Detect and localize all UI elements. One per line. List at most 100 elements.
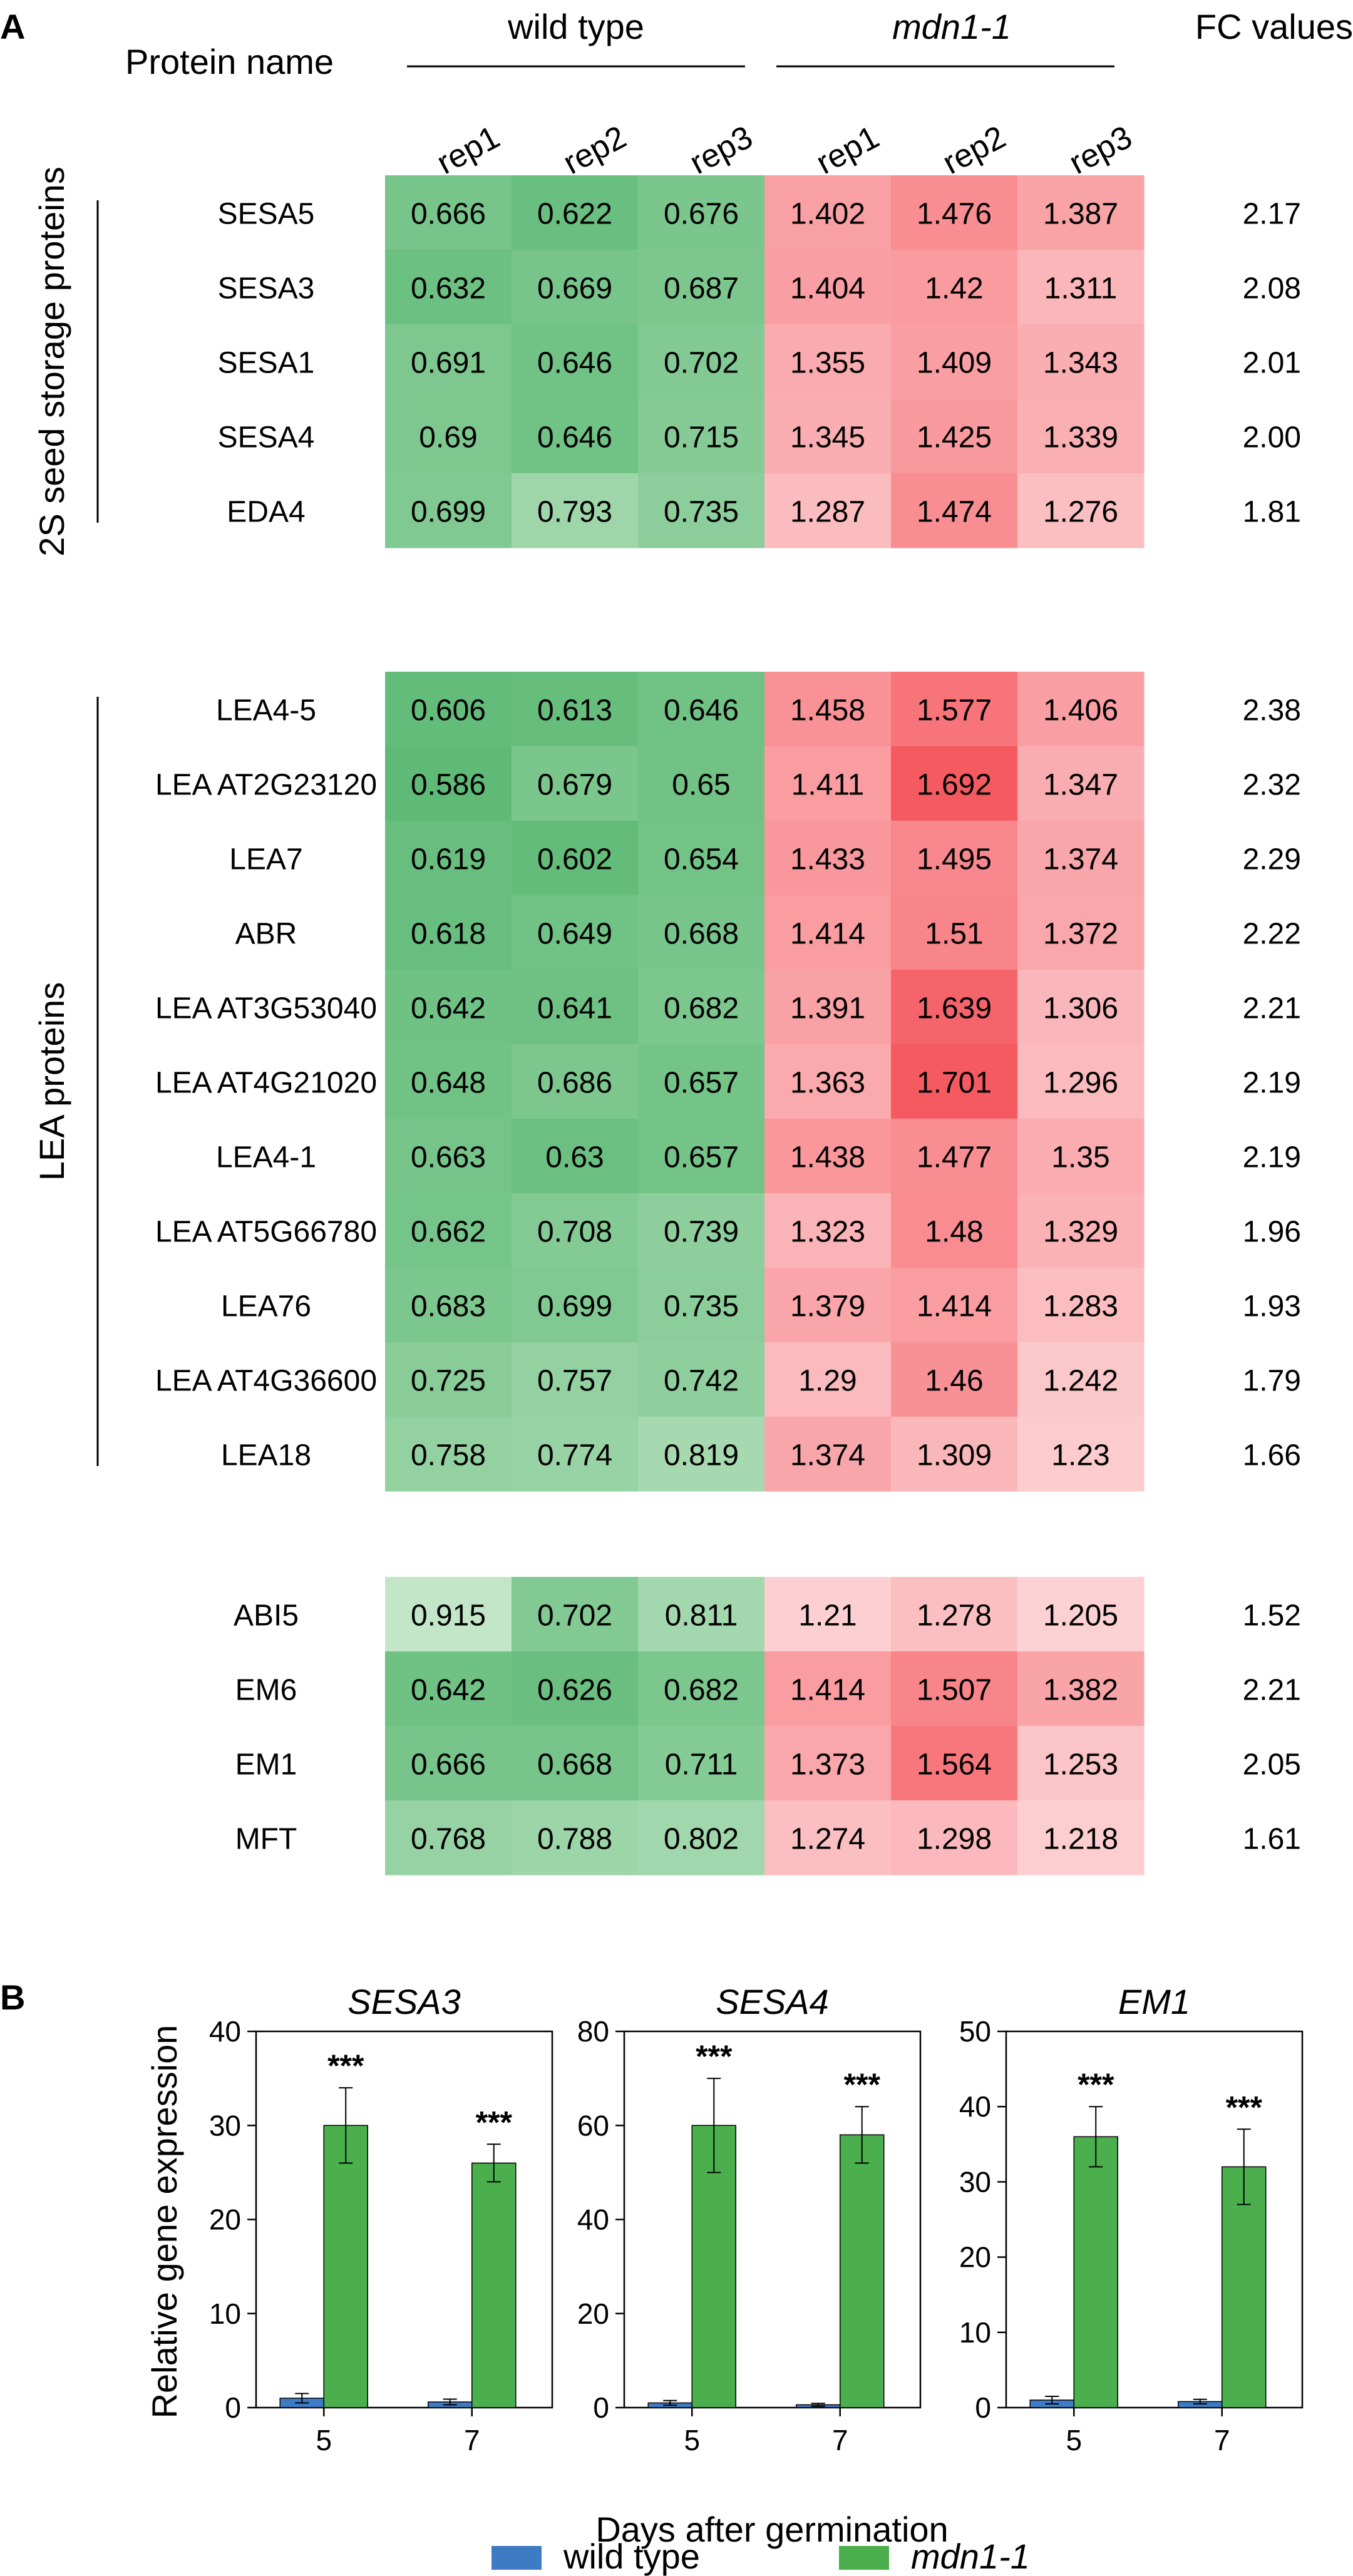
heatmap-cell-value: 1.701 — [917, 1067, 992, 1100]
heatmap-cell-value: 0.622 — [537, 198, 612, 231]
fc-value: 2.01 — [1243, 347, 1301, 380]
heatmap-cell — [638, 324, 765, 399]
y-tick-label: 30 — [959, 2165, 991, 2198]
significance-mark: *** — [476, 2105, 513, 2140]
heatmap-cell-value: 1.363 — [790, 1067, 865, 1100]
heatmap-row: SESA3 0.632 0.669 0.687 1.404 1.42 1.311 2.08 — [218, 250, 1301, 325]
chart-title: SESA3 — [347, 1982, 461, 2021]
rep-label: rep2 — [937, 119, 1011, 182]
plot-frame — [1005, 2030, 1304, 2409]
heatmap-cell-value: 0.676 — [664, 198, 739, 231]
heatmap-cell-value: 0.757 — [537, 1365, 612, 1398]
heatmap-cell-value: 0.788 — [537, 1823, 612, 1856]
rep-label: rep1 — [810, 119, 885, 182]
heatmap-cell-value: 1.296 — [1043, 1067, 1118, 1100]
heatmap-cell-value: 1.23 — [1051, 1439, 1109, 1472]
heatmap-cell-value: 0.683 — [411, 1290, 486, 1323]
legend-label: mdn1-1 — [911, 2537, 1030, 2576]
heatmap-cell-value: 1.477 — [917, 1141, 992, 1174]
heatmap-cell — [891, 895, 1018, 970]
fc-value: 2.17 — [1243, 198, 1301, 231]
heatmap-cell-value: 0.65 — [672, 769, 730, 802]
fc-value: 2.22 — [1243, 918, 1301, 951]
heatmap-cell — [385, 1577, 512, 1652]
heatmap-cell-value: 0.699 — [537, 1290, 612, 1323]
fc-value: 1.52 — [1243, 1599, 1301, 1633]
heatmap-cell-value: 1.42 — [925, 272, 983, 305]
heatmap-cell — [638, 1726, 765, 1801]
heatmap-cell — [638, 250, 765, 325]
heatmap-row: EM1 0.666 0.668 0.711 1.373 1.564 1.253 2.05 — [235, 1726, 1301, 1801]
heatmap-cell — [891, 399, 1018, 474]
heatmap-row: LEA AT3G53040 0.642 0.641 0.682 1.391 1.639 1.… — [155, 970, 1301, 1045]
heatmap-cell — [1017, 821, 1145, 896]
heatmap-cell-value: 1.409 — [917, 347, 992, 380]
heatmap-cell — [1017, 1651, 1145, 1727]
x-tick-label: 7 — [1214, 2424, 1230, 2456]
y-tick-label: 30 — [209, 2109, 241, 2142]
heatmap-cell — [638, 1417, 765, 1492]
fc-value: 1.66 — [1243, 1439, 1301, 1472]
heatmap-cell — [764, 473, 892, 548]
heatmap-cell-value: 0.646 — [537, 347, 612, 380]
heatmap-cell — [638, 1119, 765, 1194]
heatmap-cell-value: 0.586 — [411, 769, 486, 802]
chart-title: SESA4 — [716, 1982, 829, 2021]
heatmap-cell — [512, 1800, 639, 1876]
heatmap-cell — [764, 399, 892, 474]
protein-name: MFT — [235, 1823, 297, 1856]
heatmap-cell-value: 0.682 — [664, 992, 739, 1025]
heatmap-cell — [385, 1800, 512, 1876]
heatmap-cell — [385, 1651, 512, 1727]
heatmap-cell — [891, 672, 1018, 747]
heatmap-cell — [385, 1119, 512, 1194]
heatmap-cell — [512, 175, 639, 250]
heatmap-cell-value: 0.663 — [411, 1141, 486, 1174]
heatmap-cell-value: 1.379 — [790, 1290, 865, 1323]
fc-value: 2.32 — [1243, 769, 1301, 802]
fc-value: 2.29 — [1243, 843, 1301, 876]
heatmap-cell-value: 1.242 — [1043, 1365, 1118, 1398]
fc-value: 2.21 — [1243, 992, 1301, 1025]
heatmap-cell-value: 0.739 — [664, 1216, 739, 1249]
panel-b-label: B — [0, 1978, 25, 2017]
fc-value: 2.00 — [1243, 421, 1301, 454]
heatmap-cell-value: 0.915 — [411, 1599, 486, 1633]
heatmap-cell — [385, 175, 512, 250]
legend-item: mdn1-1 — [839, 2537, 1030, 2576]
heatmap-cell-value: 1.414 — [790, 918, 865, 951]
protein-name: LEA18 — [221, 1439, 311, 1472]
heatmap-cell-value: 1.46 — [925, 1365, 983, 1398]
heatmap-cell — [385, 1044, 512, 1119]
significance-mark: *** — [696, 2039, 733, 2074]
heatmap-cell — [891, 821, 1018, 896]
heatmap-cell-value: 1.476 — [917, 198, 992, 231]
heatmap-cell — [638, 175, 765, 250]
heatmap-cell — [764, 1268, 892, 1343]
heatmap-cell-value: 0.668 — [537, 1748, 612, 1782]
y-tick-label: 10 — [209, 2297, 241, 2330]
heatmap-row: SESA1 0.691 0.646 0.702 1.355 1.409 1.343 2.01 — [218, 324, 1301, 399]
heatmap-cell — [764, 1800, 892, 1876]
heatmap-cell-value: 0.735 — [664, 496, 739, 529]
fc-values-header: FC values — [1195, 7, 1353, 46]
heatmap-cell-value: 1.253 — [1043, 1748, 1118, 1782]
wild-type-header: wild type — [507, 7, 644, 46]
heatmap-cell — [638, 1268, 765, 1343]
heatmap-cell — [764, 1726, 892, 1801]
protein-name: SESA4 — [218, 421, 315, 454]
heatmap-cell-value: 1.309 — [917, 1439, 992, 1472]
heatmap-cell-value: 1.29 — [798, 1365, 857, 1398]
heatmap-cell — [512, 399, 639, 474]
heatmap-cell — [512, 1651, 639, 1727]
heatmap-cell-value: 0.657 — [664, 1141, 739, 1174]
heatmap-cell — [638, 895, 765, 970]
heatmap-cell — [512, 895, 639, 970]
heatmap-cell — [638, 1044, 765, 1119]
heatmap-cell — [385, 1417, 512, 1492]
heatmap-cell — [1017, 672, 1145, 747]
bar — [840, 2134, 885, 2408]
heatmap-row: SESA4 0.69 0.646 0.715 1.345 1.425 1.339 2.00 — [218, 399, 1301, 474]
heatmap-cell-value: 1.402 — [790, 198, 865, 231]
heatmap-cell-value: 1.577 — [917, 694, 992, 727]
